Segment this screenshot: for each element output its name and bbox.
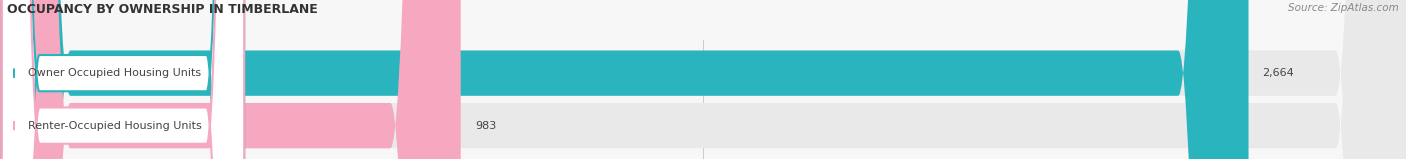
Text: Source: ZipAtlas.com: Source: ZipAtlas.com (1288, 3, 1399, 13)
Text: Renter-Occupied Housing Units: Renter-Occupied Housing Units (28, 121, 202, 131)
FancyBboxPatch shape (1, 0, 245, 159)
FancyBboxPatch shape (0, 0, 1249, 159)
FancyBboxPatch shape (0, 0, 461, 159)
Text: Owner Occupied Housing Units: Owner Occupied Housing Units (28, 68, 201, 78)
Text: 2,664: 2,664 (1263, 68, 1295, 78)
Text: 983: 983 (475, 121, 496, 131)
FancyBboxPatch shape (1, 0, 245, 159)
Text: OCCUPANCY BY OWNERSHIP IN TIMBERLANE: OCCUPANCY BY OWNERSHIP IN TIMBERLANE (7, 3, 318, 16)
